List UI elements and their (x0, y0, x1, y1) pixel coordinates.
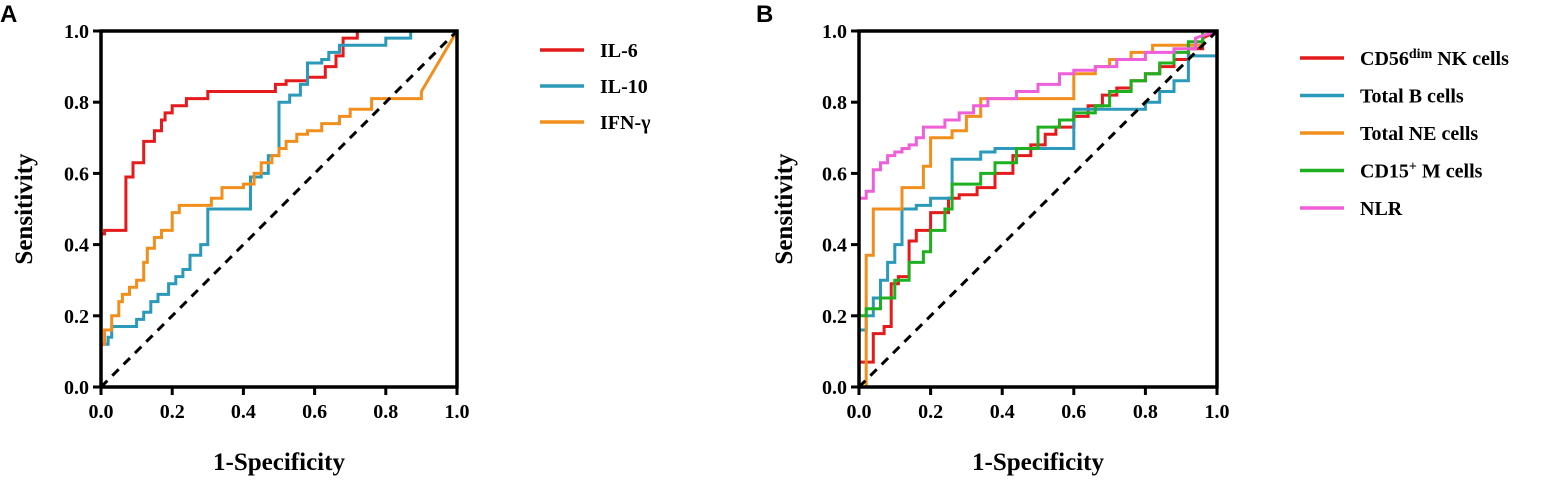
panel-a-x-tick-label: 0.0 (89, 401, 114, 423)
panel-a-plot-frame (99, 29, 459, 389)
panel-b: B 0.0 0.2 0.4 0.6 0.8 1.0 0.0 0.2 0.4 0.6 0.8 1.0 1… (756, 1, 1509, 476)
panel-b-y-tick-label: 0.6 (822, 163, 847, 185)
panel-b-curve-nlr (857, 29, 1218, 387)
panel-b-legend-label-cd56dim-nk-cells: CD56dim NK cells (1360, 47, 1509, 71)
panel-b-curve-total-b-cells (859, 54, 1217, 332)
panel-b-legend-label-cd15-m-cells: CD15+ M cells (1360, 159, 1483, 183)
panel-b-legend: CD56dim NK cells Total B cells Total NE ce… (1300, 47, 1509, 220)
panel-a-y-tick-label: 0.4 (64, 235, 89, 257)
panel-a-y-tick-label: 0.2 (64, 306, 89, 328)
panel-a-curves (99, 29, 459, 387)
panel-a-curve-il-10 (101, 31, 413, 346)
panel-b-plot-frame (857, 29, 1219, 389)
panel-a: A 0.0 0.2 0.4 0.6 0.8 1.0 0.0 0.2 0.4 0.6 0.8 1.0 1… (0, 1, 651, 476)
panel-b-legend-label-total-ne-cells: Total NE cells (1360, 123, 1478, 145)
panel-b-x-tick-label: 0.6 (1061, 401, 1086, 423)
panel-b-y-tick-label: 1.0 (822, 21, 847, 43)
panel-a-y-tick-label: 0.6 (64, 163, 89, 185)
panel-b-x-tick-label: 0.2 (918, 401, 943, 423)
panel-a-x-tick-label: 1.0 (445, 401, 470, 423)
panel-a-y-axis-title: Sensitivity (11, 153, 38, 265)
panel-a-y-tick-label: 1.0 (64, 21, 89, 43)
panel-b-y-tick-label: 0.0 (822, 377, 847, 399)
panel-b-ticks: 0.0 0.2 0.4 0.6 0.8 1.0 0.0 0.2 0.4 0.6 0.8 1.0 (822, 21, 1230, 423)
panel-a-y-tick-label: 0.8 (64, 92, 89, 114)
panel-a-curve-il-6 (99, 29, 372, 245)
panel-a-legend-label-il-6: IL-6 (600, 40, 638, 62)
panel-b-curve-total-ne-cells (859, 29, 1217, 389)
panel-b-reference-line (857, 29, 1219, 389)
panel-a-x-tick-label: 0.6 (302, 401, 327, 423)
panel-b-x-tick-label: 0.0 (847, 401, 872, 423)
panel-b-y-tick-label: 0.8 (822, 92, 847, 114)
panel-b-letter: B (756, 1, 773, 28)
panel-a-x-axis-title: 1-Specificity (213, 449, 345, 476)
panel-b-y-tick-label: 0.2 (822, 306, 847, 328)
panel-a-x-tick-label: 0.4 (231, 401, 256, 423)
panel-b-curve-cd15-m-cells (859, 29, 1217, 318)
panel-a-legend-label-il-10: IL-10 (600, 76, 648, 98)
panel-a-letter: A (0, 1, 17, 28)
panel-a-legend: IL-6 IL-10 IFN-γ (540, 40, 651, 134)
panel-b-legend-label-nlr: NLR (1360, 198, 1403, 220)
panel-a-x-tick-label: 0.8 (373, 401, 398, 423)
panel-a-x-tick-label: 0.2 (160, 401, 185, 423)
panel-b-y-axis-title: Sensitivity (771, 153, 798, 265)
panel-a-y-tick-label: 0.0 (64, 377, 89, 399)
panel-b-y-tick-label: 0.4 (822, 235, 847, 257)
panel-b-curves (857, 29, 1218, 389)
panel-a-ticks: 0.0 0.2 0.4 0.6 0.8 1.0 0.0 0.2 0.4 0.6 0.8 1.0 (64, 21, 470, 423)
panel-a-legend-label-ifn-: IFN-γ (600, 112, 651, 134)
panel-b-x-tick-label: 1.0 (1205, 401, 1230, 423)
panel-b-x-tick-label: 0.4 (990, 401, 1015, 423)
panel-a-curve-ifn- (99, 30, 459, 387)
panel-a-reference-line (99, 29, 459, 389)
panel-b-legend-label-total-b-cells: Total B cells (1360, 86, 1464, 108)
panel-b-x-tick-label: 0.8 (1133, 401, 1158, 423)
panel-b-x-axis-title: 1-Specificity (972, 449, 1104, 476)
